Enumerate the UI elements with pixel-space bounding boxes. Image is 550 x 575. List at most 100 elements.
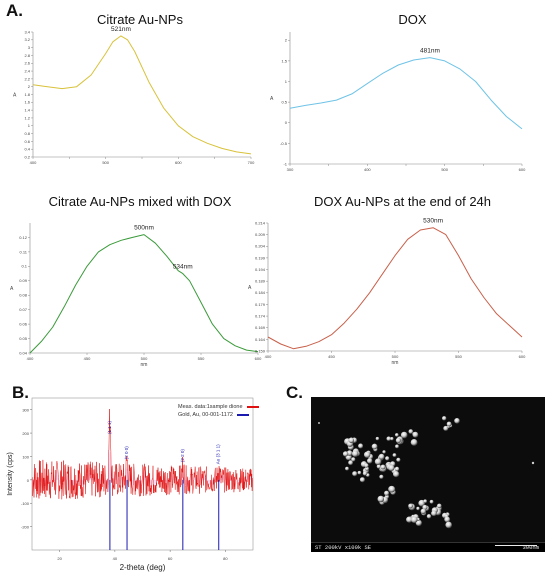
x-tick-label: 60: [168, 556, 173, 561]
y-tick: 0: [27, 478, 32, 483]
nanoparticle: [446, 421, 452, 427]
xrd-envelope: [32, 440, 253, 491]
nanoparticle: [392, 453, 397, 457]
y-tick: -1: [283, 161, 290, 166]
y-tick: 1.8: [24, 92, 33, 97]
y-tick-label: 0: [285, 120, 288, 125]
y-tick: 0.06: [19, 322, 30, 327]
y-tick: 1.6: [24, 100, 33, 105]
nanoparticle: [395, 433, 399, 437]
y-tick: 3.4: [24, 29, 33, 34]
y-tick: 0.09: [19, 278, 30, 283]
y-tick-label: 1: [285, 79, 288, 84]
x-tick-label: 400: [30, 160, 37, 165]
nanoparticle: [423, 499, 427, 503]
sem-caption: ST 200kV x100k SE: [315, 544, 372, 551]
x-tick: 400: [265, 351, 272, 359]
y-tick-label: 3.4: [24, 29, 30, 34]
sem-particles: [318, 416, 535, 529]
x-tick: 550: [455, 351, 463, 359]
nanoparticle: [348, 437, 355, 444]
y-tick: 0.179: [255, 302, 268, 307]
sem-scale-bar: [495, 545, 537, 546]
x-tick-label: 400: [364, 167, 371, 172]
y-tick-label: 100: [22, 454, 29, 459]
y-tick-label: 1.4: [24, 108, 30, 113]
y-tick-label: 0.164: [255, 337, 266, 342]
nanoparticle: [393, 471, 400, 478]
y-tick: 0.05: [19, 336, 30, 341]
nanoparticle: [390, 437, 394, 441]
nanoparticle: [375, 436, 380, 441]
y-tick: -0.5: [280, 141, 290, 146]
xrd-legend-ref-label: Gold, Au, 00-001-1172: [178, 412, 233, 418]
nanoparticle: [364, 466, 369, 471]
nanoparticle: [437, 503, 442, 509]
panel-a-label: A.: [6, 1, 23, 20]
x-tick-label: 400: [27, 356, 34, 361]
nanoparticle: [382, 450, 386, 454]
peak-annotation: 500nm: [134, 225, 154, 232]
y-tick: 2: [285, 38, 290, 43]
y-tick-label: -0.5: [280, 141, 288, 146]
peak-annotation: 521nm: [111, 26, 131, 33]
x-tick: 450: [84, 353, 91, 361]
y-tick: 2.6: [24, 61, 33, 66]
y-tick-label: 0.204: [255, 244, 266, 249]
sem-info-bar: ST 200kV x100k SE 300nm: [311, 542, 545, 552]
xrd-legend-ref: Gold, Au, 00-001-1172: [178, 411, 259, 419]
y-tick-label: 1.5: [281, 58, 287, 63]
y-tick-label: 0.09: [19, 278, 28, 283]
x-tick: 600: [175, 157, 182, 165]
y-tick: 3: [28, 45, 33, 50]
x-tick-label: 600: [175, 160, 182, 165]
y-tick-label: 0.04: [19, 350, 28, 355]
y-tick: 0.199: [255, 255, 268, 260]
x-tick-label: 40: [113, 556, 118, 561]
y-tick: 0.204: [255, 244, 268, 249]
y-tick: 1: [285, 79, 290, 84]
y-axis-label: A: [248, 285, 252, 291]
nanoparticle: [318, 422, 320, 424]
y-tick: 0: [285, 120, 290, 125]
y-tick-label: 0.05: [19, 336, 28, 341]
nanoparticle: [411, 516, 418, 523]
y-tick: 0.12: [19, 235, 30, 240]
x-tick: 80: [223, 550, 228, 561]
nanoparticle: [426, 514, 432, 519]
x-axis-label: nm: [141, 362, 148, 368]
y-tick-label: 2.6: [24, 61, 30, 66]
y-tick: 0.174: [255, 313, 268, 318]
xrd-legend: Meas. data:1sample dione Gold, Au, 00-00…: [178, 403, 259, 419]
x-tick: 400: [30, 157, 37, 165]
y-tick-label: 2.4: [24, 68, 30, 73]
y-tick-label: 3.2: [24, 37, 30, 42]
x-tick-label: 450: [84, 356, 91, 361]
y-tick: 0.5: [281, 100, 290, 105]
reference-label: (2 0 0): [124, 446, 129, 460]
nanoparticle: [396, 457, 401, 462]
x-tick: 600: [519, 351, 526, 359]
y-tick: -200: [21, 525, 32, 530]
x-tick-label: 550: [455, 354, 462, 359]
nanoparticle: [364, 463, 369, 468]
panel-c-label: C.: [286, 383, 303, 402]
x-tick: 500: [102, 157, 110, 165]
y-tick-label: 0.08: [19, 293, 28, 298]
y-tick-label: 0.214: [255, 220, 266, 225]
y-tick-label: -100: [21, 501, 30, 506]
y-tick-label: 0.07: [19, 307, 28, 312]
x-tick-label: 450: [328, 354, 335, 359]
y-tick: 0.209: [255, 232, 268, 237]
y-tick-label: 3: [28, 45, 31, 50]
x-tick: 550: [198, 353, 205, 361]
reference-label: (2 2 0): [180, 449, 185, 463]
y-tick: 1.2: [24, 115, 33, 120]
nanoparticle: [420, 508, 426, 514]
nanoparticle: [415, 519, 422, 526]
x-axis-label: 2-theta (deg): [120, 563, 166, 572]
y-tick: 0.169: [255, 325, 268, 330]
